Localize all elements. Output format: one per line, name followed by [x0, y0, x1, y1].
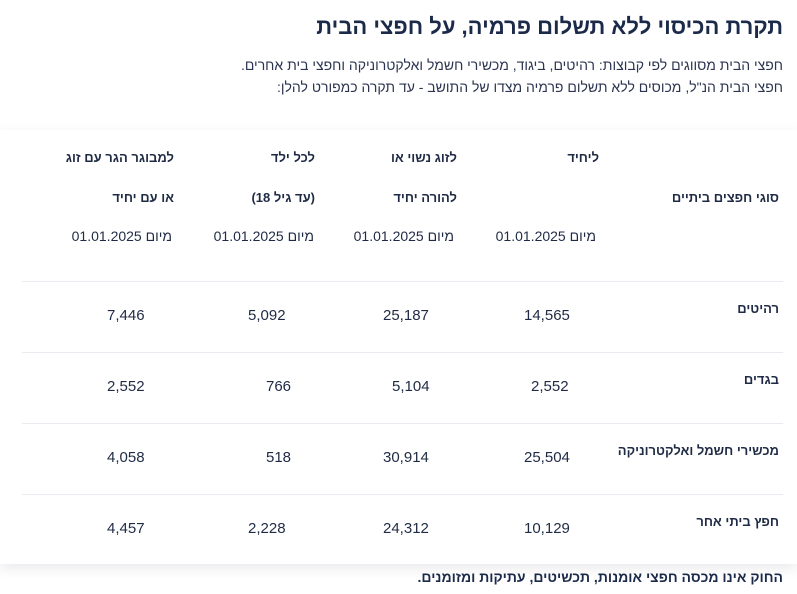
col-couple-date: מיום 01.01.2025 — [353, 228, 454, 244]
cell-value: 14,565 — [524, 307, 570, 324]
col-single-header-line1: ליחיד — [567, 150, 599, 165]
cell-value: 25,504 — [524, 449, 570, 466]
col-adult-header-line2: או עם יחיד — [112, 190, 174, 205]
cell-value: 518 — [266, 449, 292, 466]
coverage-table: סוגי חפצים ביתיים ליחיד מיום 01.01.2025 … — [0, 130, 797, 564]
intro-text: חפצי הבית מסווגים לפי קבוצות: רהיטים, בי… — [13, 54, 783, 98]
row-label: מכשירי חשמל ואלקטרוניקה — [617, 443, 779, 458]
page-title: תקרת הכיסוי ללא תשלום פרמיה, על חפצי הבי… — [316, 14, 783, 39]
cell-value: 2,552 — [531, 378, 569, 395]
col-adult-date: מיום 01.01.2025 — [71, 228, 172, 244]
col-couple-header-line1: לזוג נשוי או — [390, 150, 457, 165]
row-label: חפץ ביתי אחר — [696, 514, 779, 529]
col-single-date: מיום 01.01.2025 — [495, 228, 596, 244]
cell-value: 7,446 — [107, 307, 145, 324]
cell-value: 4,058 — [107, 449, 145, 466]
col-child-date: מיום 01.01.2025 — [213, 228, 314, 244]
table-row: חפץ ביתי אחר 10,129 24,312 2,228 4,457 — [22, 494, 783, 565]
cell-value: 2,228 — [248, 520, 286, 537]
intro-line-2: חפצי הבית הנ"ל, מכוסים ללא תשלום פרמיה מ… — [276, 79, 783, 95]
cell-value: 24,312 — [383, 520, 429, 537]
cell-value: 10,129 — [524, 520, 570, 537]
cell-value: 25,187 — [383, 307, 429, 324]
row-label: רהיטים — [737, 301, 779, 316]
intro-line-1: חפצי הבית מסווגים לפי קבוצות: רהיטים, בי… — [240, 57, 783, 73]
row-label: בגדים — [743, 372, 779, 387]
cell-value: 30,914 — [383, 449, 429, 466]
col-couple-header-line2: להורה יחיד — [393, 190, 457, 205]
cell-value: 5,092 — [248, 307, 286, 324]
footnote: החוק אינו מכסה חפצי אומנות, תכשיטים, עתי… — [417, 569, 784, 585]
cell-value: 5,104 — [392, 378, 430, 395]
cell-value: 766 — [266, 378, 292, 395]
table-row: מכשירי חשמל ואלקטרוניקה 25,504 30,914 51… — [22, 423, 783, 495]
table-row: בגדים 2,552 5,104 766 2,552 — [22, 352, 783, 424]
table-row: רהיטים 14,565 25,187 5,092 7,446 — [22, 281, 783, 353]
col-child-header-line2: (עד גיל 18) — [251, 190, 315, 205]
cell-value: 2,552 — [107, 378, 145, 395]
table-header-row: סוגי חפצים ביתיים ליחיד מיום 01.01.2025 … — [22, 130, 783, 282]
header-category: סוגי חפצים ביתיים — [671, 190, 779, 205]
col-adult-header-line1: למבוגר הגר עם זוג — [65, 150, 174, 165]
col-child-header-line1: לכל ילד — [270, 150, 315, 165]
cell-value: 4,457 — [107, 520, 145, 537]
